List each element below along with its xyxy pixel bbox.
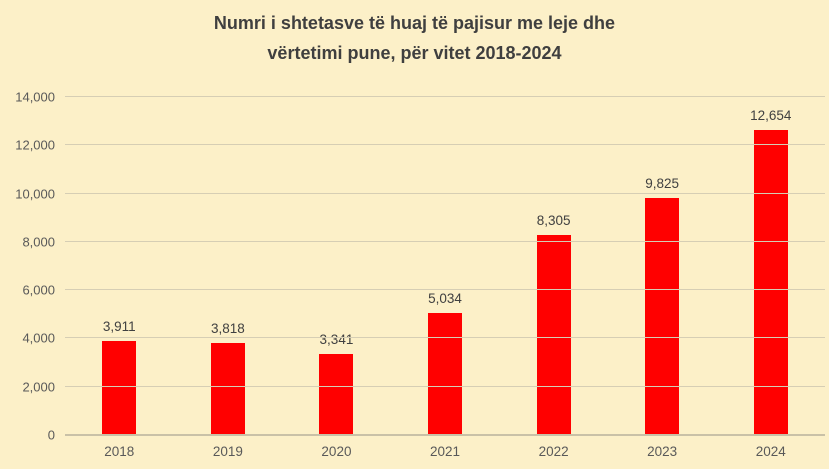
chart-title: Numri i shtetasve të huaj të pajisur me … (0, 8, 829, 68)
x-tick-label: 2020 (321, 444, 352, 459)
bar-column-2018: 3,911 2018 (65, 97, 174, 459)
bar-2024 (753, 129, 788, 435)
x-tick-label: 2021 (430, 444, 461, 459)
x-tick-label: 2022 (538, 444, 569, 459)
gridline (65, 240, 825, 242)
y-axis: 0 2,000 4,000 6,000 8,000 10,000 12,000 14,000 (0, 90, 55, 443)
y-tick-label: 8,000 (22, 234, 55, 250)
x-tick-label: 2023 (647, 444, 678, 459)
bar-2020 (319, 354, 354, 435)
bar-column-2023: 9,825 2023 (608, 97, 717, 459)
chart-title-line1: Numri i shtetasve të huaj të pajisur me … (213, 13, 616, 33)
bar-value-label: 3,341 (319, 332, 354, 348)
y-tick-label: 0 (47, 427, 55, 443)
bar-2018 (102, 340, 137, 435)
x-tick-label: 2019 (212, 444, 243, 459)
gridline (65, 337, 825, 339)
bars-row: 3,911 2018 3,818 2019 3,341 2020 5,034 2021 8,30… (65, 97, 825, 460)
chart-title-line2: vërtetimi pune, për vitet 2018-2024 (267, 43, 562, 63)
bar-value-label: 8,305 (536, 212, 571, 228)
bar-2021 (428, 313, 463, 435)
plot-area: 3,911 2018 3,818 2019 3,341 2020 5,034 2021 8,30… (65, 96, 825, 460)
bar-value-label: 9,825 (645, 175, 680, 191)
y-tick-label: 10,000 (15, 186, 55, 202)
x-tick-label: 2018 (104, 444, 135, 459)
y-tick-label: 6,000 (22, 282, 55, 298)
gridline (65, 289, 825, 291)
bar-column-2022: 8,305 2022 (499, 97, 608, 459)
y-tick-label: 12,000 (15, 137, 55, 153)
gridline (65, 385, 825, 387)
bar-column-2019: 3,818 2019 (174, 97, 283, 459)
bar-value-label: 3,818 (210, 320, 245, 336)
x-tick-label: 2024 (755, 444, 786, 459)
gridline (65, 144, 825, 146)
bar-value-label: 5,034 (428, 291, 462, 307)
bar-value-label: 12,654 (750, 107, 792, 123)
y-tick-label: 4,000 (22, 330, 55, 346)
bar-column-2020: 3,341 2020 (282, 97, 391, 459)
y-tick-label: 2,000 (22, 379, 55, 395)
x-axis-line (65, 434, 825, 436)
gridline (65, 96, 825, 97)
bar-2022 (536, 234, 571, 435)
bar-value-label: 3,911 (102, 318, 136, 334)
bar-column-2024: 12,654 2024 (716, 97, 825, 460)
bar-2019 (210, 342, 245, 435)
bar-2023 (645, 197, 680, 435)
bar-column-2021: 5,034 2021 (391, 97, 500, 459)
y-tick-label: 14,000 (15, 89, 55, 105)
gridline (65, 192, 825, 194)
